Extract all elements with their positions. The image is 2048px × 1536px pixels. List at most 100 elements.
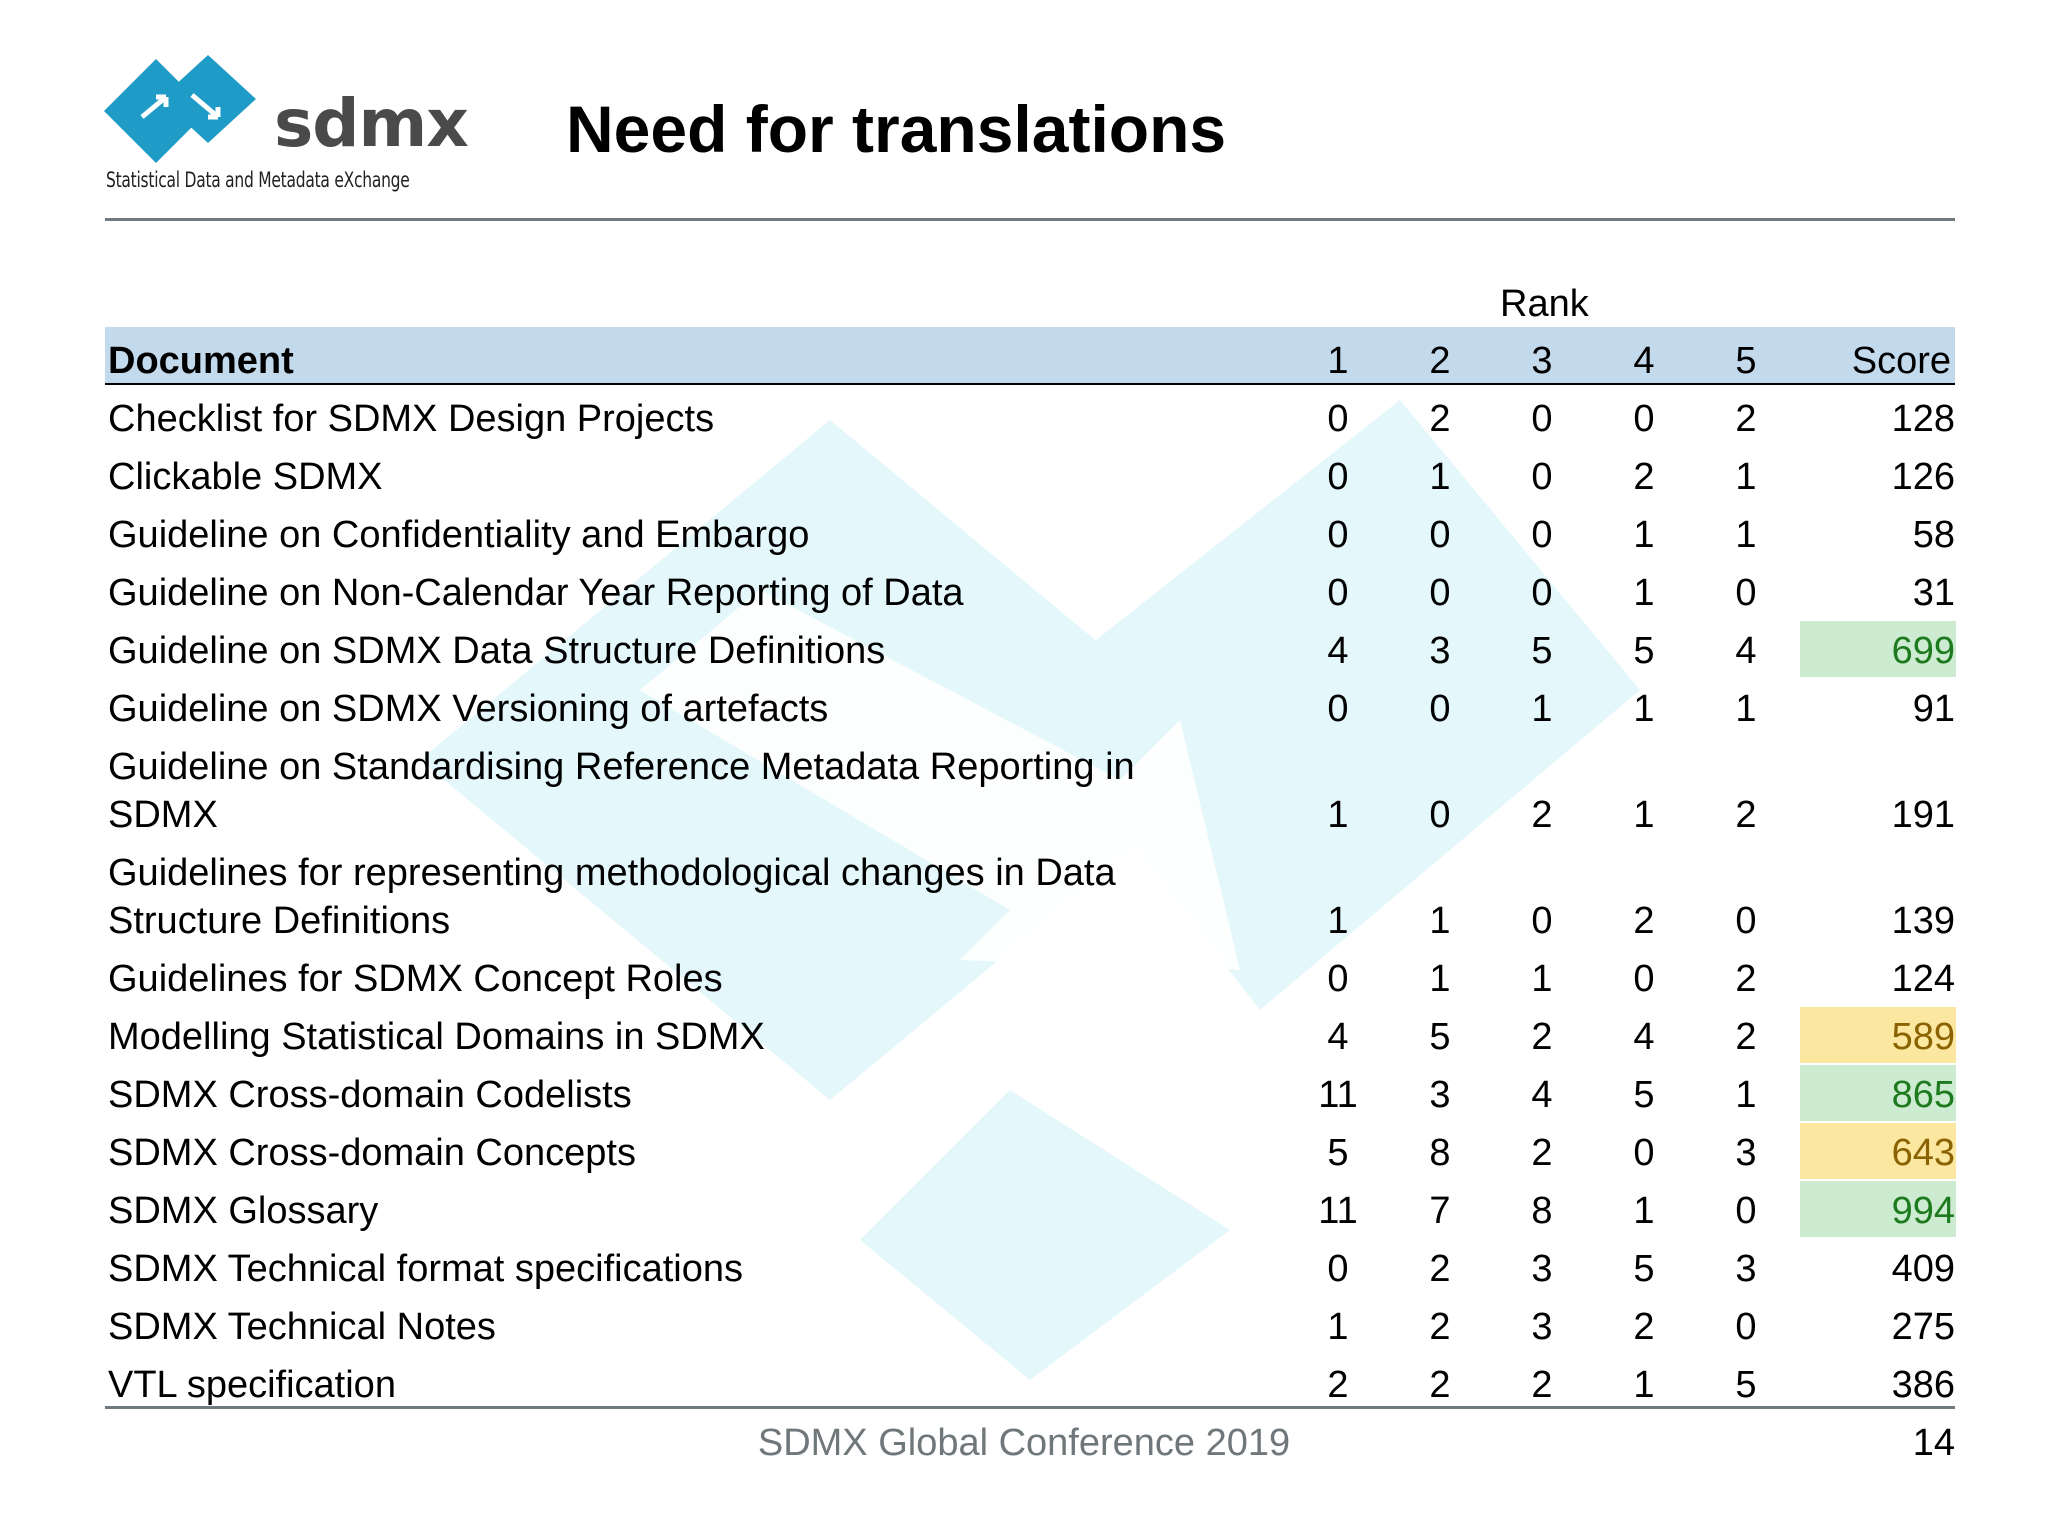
rank-2-count: 2 [1429, 1306, 1451, 1348]
score-value: 865 [1891, 1074, 1955, 1116]
document-name: Guidelines for representing methodologic… [108, 852, 1116, 894]
footer-text: SDMX Global Conference 2019 [757, 1422, 1291, 1464]
rank-2-count: 1 [1429, 456, 1451, 498]
rank-3-count: 3 [1531, 1248, 1553, 1290]
rank-4-count: 2 [1633, 1306, 1655, 1348]
score-value: 994 [1891, 1190, 1955, 1232]
rank-3-count: 0 [1531, 572, 1553, 614]
score-value: 191 [1891, 794, 1955, 836]
rank-3-count: 0 [1531, 398, 1553, 440]
score-value: 139 [1891, 900, 1955, 942]
rank-4-count: 2 [1633, 900, 1655, 942]
rank-2-count: 8 [1429, 1132, 1451, 1174]
rank-1-count: 11 [1318, 1074, 1358, 1116]
rank-1-count: 0 [1327, 398, 1349, 440]
logo-word: sdmx [274, 85, 469, 162]
document-name: SDMX Cross-domain Concepts [108, 1132, 636, 1174]
score-value: 589 [1891, 1016, 1955, 1058]
rank-1-count: 0 [1327, 572, 1349, 614]
document-name: VTL specification [108, 1364, 396, 1406]
rank-5-count: 1 [1735, 514, 1757, 556]
rank-5-count: 4 [1735, 630, 1757, 672]
rank-4-count: 0 [1633, 958, 1655, 1000]
rank-4-count: 1 [1633, 794, 1655, 836]
rank-5-count: 0 [1735, 900, 1757, 942]
header-document: Document [108, 340, 294, 382]
rank-3-count: 2 [1531, 1364, 1553, 1406]
rank-4-count: 1 [1633, 514, 1655, 556]
rank-1-count: 4 [1327, 1016, 1349, 1058]
rank-4-count: 5 [1633, 1074, 1655, 1116]
rank-3-count: 5 [1531, 630, 1553, 672]
rank-3-count: 8 [1531, 1190, 1553, 1232]
score-value: 91 [1912, 688, 1955, 730]
document-name: Guidelines for SDMX Concept Roles [108, 958, 723, 1000]
rank-5-count: 2 [1735, 1016, 1757, 1058]
rank-2-count: 3 [1429, 1074, 1451, 1116]
rank-2-count: 0 [1429, 794, 1451, 836]
document-name: Guideline on Standardising Reference Met… [108, 746, 1135, 788]
score-value: 275 [1891, 1306, 1955, 1348]
rank-2-count: 1 [1429, 900, 1451, 942]
rank-3-count: 2 [1531, 1016, 1553, 1058]
rank-4-count: 0 [1633, 1132, 1655, 1174]
document-name: Structure Definitions [108, 900, 451, 942]
rank-3-count: 0 [1531, 514, 1553, 556]
document-name: Guideline on SDMX Versioning of artefact… [108, 688, 829, 730]
rank-4-count: 1 [1633, 1364, 1655, 1406]
rank-label: Rank [1500, 283, 1589, 325]
rank-3-count: 1 [1531, 958, 1553, 1000]
score-value: 409 [1891, 1248, 1955, 1290]
rank-2-count: 1 [1429, 958, 1451, 1000]
header-rank-4: 4 [1633, 340, 1655, 382]
rank-5-count: 2 [1735, 398, 1757, 440]
rank-5-count: 0 [1735, 1306, 1757, 1348]
rank-1-count: 0 [1327, 456, 1349, 498]
document-name: Guideline on SDMX Data Structure Definit… [108, 630, 886, 672]
rank-2-count: 3 [1429, 630, 1451, 672]
score-value: 31 [1912, 572, 1955, 614]
score-value: 128 [1891, 398, 1955, 440]
rank-4-count: 1 [1633, 572, 1655, 614]
header-rank-3: 3 [1531, 340, 1553, 382]
rank-3-count: 0 [1531, 900, 1553, 942]
rank-1-count: 0 [1327, 514, 1349, 556]
rank-2-count: 0 [1429, 514, 1451, 556]
rank-1-count: 0 [1327, 688, 1349, 730]
score-highlight-green [1800, 621, 1956, 677]
document-name: Modelling Statistical Domains in SDMX [108, 1016, 765, 1058]
rank-3-count: 4 [1531, 1074, 1553, 1116]
rank-5-count: 3 [1735, 1248, 1757, 1290]
rank-1-count: 11 [1318, 1190, 1358, 1232]
rank-4-count: 0 [1633, 398, 1655, 440]
rank-1-count: 4 [1327, 630, 1349, 672]
logo-tagline: Statistical Data and Metadata eXchange [106, 168, 410, 192]
header-rank-2: 2 [1429, 340, 1451, 382]
score-highlight-yellow [1800, 1123, 1956, 1179]
score-value: 126 [1891, 456, 1955, 498]
rank-1-count: 2 [1327, 1364, 1349, 1406]
rank-2-count: 0 [1429, 572, 1451, 614]
rank-4-count: 4 [1633, 1016, 1655, 1058]
slide-title: Need for translations [566, 92, 1227, 166]
sdmx-diamond-arrows-icon [104, 55, 256, 163]
rank-5-count: 3 [1735, 1132, 1757, 1174]
rank-4-count: 1 [1633, 1190, 1655, 1232]
rank-1-count: 5 [1327, 1132, 1349, 1174]
table-header-band [105, 327, 1955, 385]
rank-2-count: 7 [1429, 1190, 1451, 1232]
header-rank-1: 1 [1327, 340, 1349, 382]
document-name: SDMX Cross-domain Codelists [108, 1074, 632, 1116]
rank-2-count: 5 [1429, 1016, 1451, 1058]
score-highlight-green [1800, 1065, 1956, 1121]
score-value: 124 [1891, 958, 1955, 1000]
header-score: Score [1851, 340, 1951, 382]
rank-4-count: 5 [1633, 630, 1655, 672]
rank-1-count: 1 [1327, 900, 1349, 942]
score-value: 699 [1891, 630, 1955, 672]
sdmx-logo: sdmx Statistical Data and Metadata eXcha… [104, 55, 484, 205]
rank-4-count: 5 [1633, 1248, 1655, 1290]
rank-5-count: 5 [1735, 1364, 1757, 1406]
bottom-divider [105, 1406, 1955, 1409]
document-name: SDMX [108, 794, 218, 836]
